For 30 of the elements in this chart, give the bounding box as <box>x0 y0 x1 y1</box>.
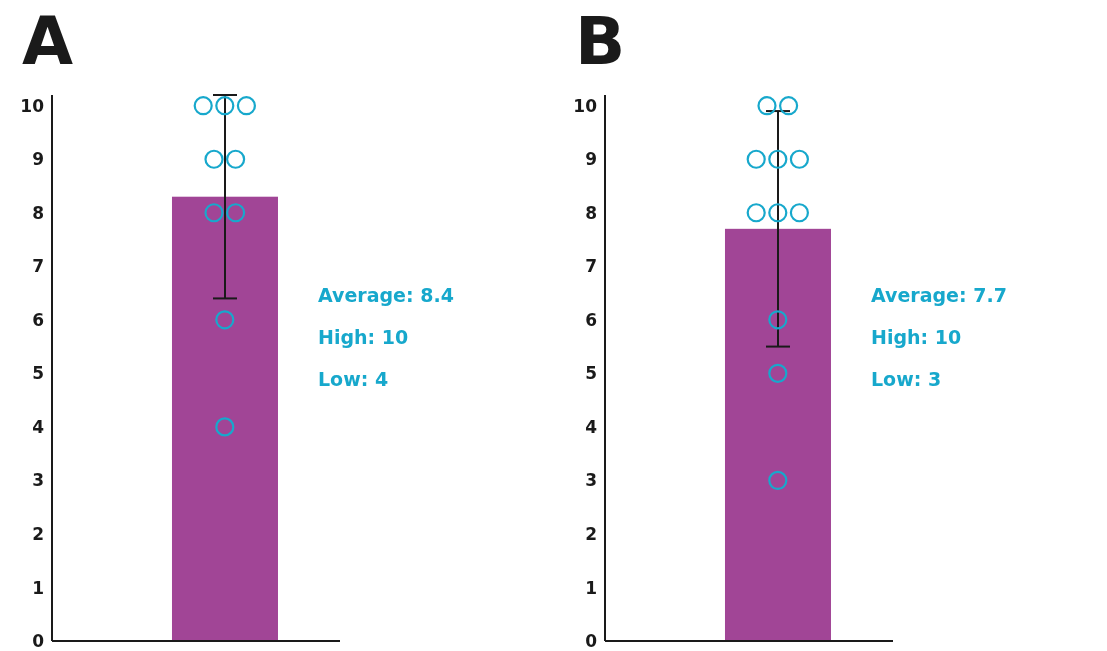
chart-title: B <box>575 2 626 82</box>
y-tick-label: 3 <box>585 470 597 491</box>
y-tick-label: 0 <box>585 631 598 651</box>
y-tick-label: 8 <box>32 202 44 223</box>
annotation: High: 10 <box>318 326 409 348</box>
y-tick-label: 8 <box>585 202 597 223</box>
annotation: Low: 4 <box>318 368 389 390</box>
annotation: Average: 7.7 <box>871 284 1007 306</box>
annotation: High: 10 <box>871 326 962 348</box>
y-tick-label: 2 <box>32 523 44 544</box>
y-tick-label: 6 <box>32 309 44 330</box>
y-tick-label: 5 <box>32 363 44 384</box>
annotation: Average: 8.4 <box>318 284 454 306</box>
y-tick-label: 9 <box>32 149 44 170</box>
y-tick-label: 1 <box>585 577 597 598</box>
y-tick-label: 7 <box>585 256 597 277</box>
y-tick-label: 9 <box>585 149 597 170</box>
y-tick-label: 3 <box>32 470 44 491</box>
y-tick-label: 5 <box>585 363 597 384</box>
y-tick-label: 1 <box>32 577 44 598</box>
y-tick-label: 2 <box>585 523 597 544</box>
y-tick-label: 6 <box>585 309 597 330</box>
annotation: Low: 3 <box>871 368 942 390</box>
y-tick-label: 4 <box>585 416 598 437</box>
chart-title: A <box>22 2 74 82</box>
y-tick-label: 0 <box>32 631 45 651</box>
y-tick-label: 7 <box>32 256 44 277</box>
y-tick-label: 4 <box>32 416 45 437</box>
y-tick-label: 10 <box>20 95 45 116</box>
y-tick-label: 10 <box>573 95 598 116</box>
